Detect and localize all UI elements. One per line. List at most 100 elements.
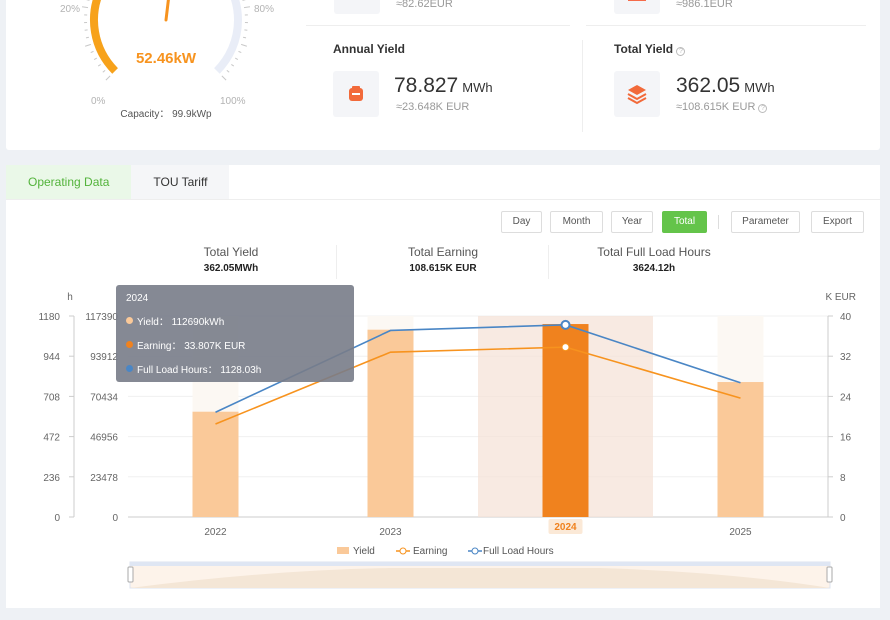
gauge-value: 52.46kW <box>135 50 197 67</box>
tick-label-kwh: 0 <box>112 513 118 524</box>
gauge-fill <box>90 0 118 74</box>
total-yield-title-text: Total Yield <box>614 42 674 56</box>
tick-label-kwh: 93912 <box>90 352 118 363</box>
tick-label-eur: 40 <box>840 312 852 323</box>
tab-divider <box>6 199 880 200</box>
operating-data-card: Operating Data TOU Tariff Day Month Year… <box>6 165 880 608</box>
total-button[interactable]: Total <box>662 211 707 233</box>
gauge-capacity: Capacity： 99.9kWp <box>120 109 212 120</box>
zoom-handle-right[interactable] <box>826 566 833 583</box>
battery-icon <box>349 86 363 101</box>
gauge-tick <box>240 43 247 47</box>
export-button[interactable]: Export <box>811 211 864 233</box>
summary-value: 3624.12h <box>632 263 676 274</box>
tick-label-eur: 24 <box>840 392 852 403</box>
tick-label-eur: 0 <box>840 513 846 524</box>
yield-bar[interactable] <box>542 324 589 517</box>
tick-label-h: 1180 <box>38 312 60 323</box>
tooltip-marker <box>126 341 133 348</box>
gauge-tick <box>242 36 247 39</box>
stack-layers-icon <box>627 85 647 105</box>
parameter-button[interactable]: Parameter <box>731 211 800 233</box>
summary-total-yield: Total Yield 362.05MWh <box>151 245 311 274</box>
tab-operating-data[interactable]: Operating Data <box>6 165 132 199</box>
annual-yield-value: 78.827 MWh <box>394 74 493 98</box>
zoom-slider-bar[interactable] <box>130 562 830 566</box>
summary-value: 108.615K EUR <box>409 263 477 274</box>
gauge-tick-0: 0% <box>91 96 106 107</box>
x-tick-label: 2025 <box>729 527 752 538</box>
legend-flh-label: Full Load Hours <box>483 546 554 557</box>
help-icon[interactable]: ? <box>676 47 686 56</box>
tab-tou-tariff[interactable]: TOU Tariff <box>131 165 230 199</box>
tooltip-row: Yield： 112690kWh <box>126 313 344 328</box>
gauge-tick-80: 80% <box>254 4 275 15</box>
tooltip-marker <box>126 317 133 324</box>
divider <box>586 25 866 26</box>
gauge-tick <box>221 75 227 81</box>
x-tick-label: 2022 <box>204 527 227 538</box>
gauge-tick <box>97 63 101 67</box>
x-tick-label: 2024 <box>554 522 577 533</box>
summary-label: Total Earning <box>407 245 479 259</box>
yield-bar[interactable] <box>367 329 414 517</box>
annual-yield-earning: ≈23.648K EUR <box>396 101 470 113</box>
operating-data-chart[interactable]: h K EUR 0 0 0 236 23478 8 472 46956 16 708 70434 24 94… <box>6 165 880 608</box>
axis-unit-h: h <box>67 292 73 303</box>
legend-earning-marker <box>399 547 407 555</box>
full-load-hours-point[interactable] <box>560 319 571 330</box>
zoom-slider-preview <box>130 568 830 588</box>
tick-label-h: 0 <box>54 513 60 524</box>
yield-bar[interactable] <box>717 382 764 517</box>
tick-label-h: 236 <box>43 473 60 484</box>
tick-label-h: 708 <box>43 392 60 403</box>
tooltip-row-text: Full Load Hours： 1128.03h <box>137 365 262 376</box>
total-yield-unit: MWh <box>744 80 775 95</box>
year-button[interactable]: Year <box>611 211 653 233</box>
tick-label-eur: 32 <box>840 352 852 363</box>
tick-label-eur: 8 <box>840 473 846 484</box>
yield-bar[interactable] <box>192 411 239 517</box>
month-button[interactable]: Month <box>550 211 603 233</box>
gauge-tick <box>85 43 92 47</box>
earning-point[interactable] <box>561 343 570 352</box>
tooltip-title: 2024 <box>126 293 149 304</box>
tick-label-kwh: 70434 <box>90 392 118 403</box>
gauge-tick <box>234 57 239 60</box>
gauge-needle <box>164 0 170 22</box>
gauge-tick-20: 20% <box>60 4 81 15</box>
divider <box>548 245 549 279</box>
summary-label: Total Yield <box>203 245 259 259</box>
daily-yield-icon-box <box>334 0 380 14</box>
summary-total-earning: Total Earning 108.615K EUR <box>363 245 523 274</box>
tick-label-kwh: 23478 <box>90 473 118 484</box>
annual-yield-unit: MWh <box>462 80 493 95</box>
tooltip-row-text: Yield： 112690kWh <box>137 317 225 328</box>
gauge-tick <box>243 6 251 9</box>
total-yield-icon-box <box>614 71 660 117</box>
legend-yield-swatch[interactable] <box>337 547 349 554</box>
tick-label-h: 472 <box>43 433 60 444</box>
earning-line <box>215 346 741 425</box>
tooltip-row: Earning： 33.807K EUR <box>126 337 344 352</box>
summary-full-load-hours: Total Full Load Hours 3624.12h <box>564 245 744 274</box>
total-yield-earning: ≈108.615K EUR ? <box>676 101 768 113</box>
x-label-highlight <box>548 519 583 534</box>
gauge-tick <box>85 36 90 39</box>
gauge-tick <box>93 57 98 60</box>
zoom-handle-left[interactable] <box>127 566 134 583</box>
chart-tooltip: 2024 Yield： 112690kWh Earning： 33.807K E… <box>116 285 354 382</box>
tooltip-row: Full Load Hours： 1128.03h <box>126 361 344 376</box>
tick-label-h: 944 <box>43 352 60 363</box>
summary-value: 362.05MWh <box>203 263 259 274</box>
gauge-tick <box>226 69 230 73</box>
day-button[interactable]: Day <box>501 211 542 233</box>
monthly-earning-sub: ≈986.1EUR <box>676 0 733 10</box>
annual-yield-title: Annual Yield <box>333 42 406 56</box>
total-yield-title: Total Yield ? <box>614 42 686 56</box>
legend-flh-marker <box>471 547 479 555</box>
divider <box>306 25 570 26</box>
help-icon[interactable]: ? <box>758 104 768 113</box>
tick-label-kwh: 46956 <box>90 433 118 444</box>
summary-label: Total Full Load Hours <box>597 245 711 259</box>
